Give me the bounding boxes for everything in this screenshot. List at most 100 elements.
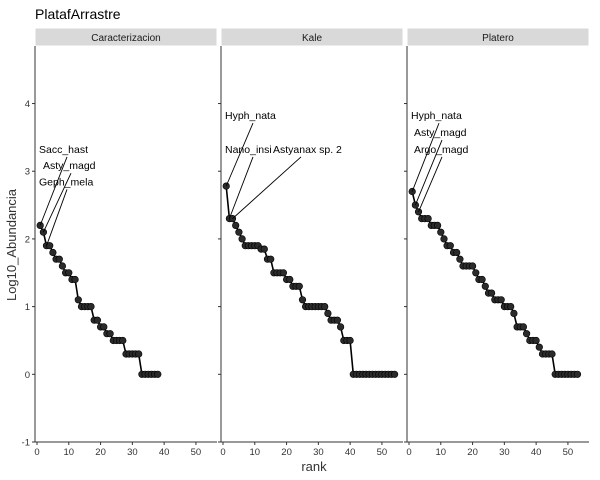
label-leader-line bbox=[232, 156, 302, 219]
point-label: Asty_magd bbox=[414, 127, 467, 139]
data-point bbox=[469, 262, 477, 270]
data-point bbox=[106, 330, 114, 338]
x-tick-label: 40 bbox=[531, 447, 542, 458]
facet-strip-label: Kale bbox=[302, 33, 322, 44]
facet-strip bbox=[406, 27, 590, 47]
data-point bbox=[321, 303, 329, 311]
label-leader-line bbox=[411, 122, 440, 192]
data-point bbox=[39, 228, 48, 236]
label-leader-line bbox=[418, 156, 443, 213]
data-point bbox=[286, 275, 294, 284]
facet-strip bbox=[220, 27, 404, 47]
y-tick-label: -1 bbox=[22, 438, 30, 449]
data-point bbox=[154, 370, 162, 378]
x-tick-label: 20 bbox=[281, 447, 292, 458]
x-tick-label: 0 bbox=[406, 447, 411, 458]
point-label: Geph_mela bbox=[39, 176, 93, 188]
point-label: Asty_magd bbox=[43, 160, 96, 172]
data-point bbox=[36, 221, 44, 229]
data-point bbox=[337, 323, 345, 331]
y-tick-label: 3 bbox=[25, 167, 30, 178]
data-point bbox=[519, 323, 528, 331]
y-axis-title: Log10_Abundancia bbox=[4, 188, 19, 301]
data-point bbox=[279, 269, 288, 277]
data-point bbox=[472, 269, 480, 277]
x-tick-label: 50 bbox=[377, 447, 388, 458]
data-point bbox=[481, 282, 489, 290]
x-tick-label: 10 bbox=[435, 447, 446, 458]
data-point bbox=[93, 316, 101, 324]
data-point bbox=[446, 242, 454, 250]
x-tick-label: 30 bbox=[313, 447, 324, 458]
data-point bbox=[135, 350, 143, 358]
x-tick-label: 30 bbox=[499, 447, 510, 458]
data-point bbox=[346, 336, 354, 345]
facet-panel-kale: Kale 0 10 20 30 40 50 Hyph_nata Nano_insi Astyana… bbox=[218, 27, 404, 458]
data-point bbox=[55, 255, 63, 263]
data-point bbox=[497, 296, 505, 304]
data-point bbox=[456, 255, 464, 263]
label-leader-line bbox=[46, 189, 68, 246]
facet-strip-label: Caracterizacion bbox=[91, 33, 160, 44]
data-point bbox=[49, 248, 57, 257]
label-leader-line bbox=[39, 156, 68, 226]
data-point bbox=[437, 228, 445, 236]
data-point bbox=[333, 316, 342, 324]
y-tick-label: 4 bbox=[25, 99, 30, 110]
series-line bbox=[225, 186, 395, 376]
series-line bbox=[411, 191, 578, 376]
data-point bbox=[548, 350, 556, 358]
x-tick-label: 40 bbox=[159, 447, 170, 458]
data-point bbox=[100, 323, 108, 331]
facet-strip bbox=[34, 27, 218, 47]
data-point bbox=[295, 282, 303, 290]
point-label: Hyph_nata bbox=[225, 110, 276, 122]
data-point bbox=[238, 235, 246, 243]
point-label: Hyph_nata bbox=[411, 110, 462, 122]
data-point bbox=[87, 303, 95, 311]
point-label: Nano_insi bbox=[225, 144, 272, 156]
data-point bbox=[119, 336, 127, 345]
data-point bbox=[260, 245, 268, 253]
x-tick-label: 50 bbox=[563, 447, 574, 458]
x-tick-label: 20 bbox=[467, 447, 478, 458]
label-leader-line bbox=[414, 139, 443, 206]
facet-strip-label: Platero bbox=[482, 33, 514, 44]
chart-title: PlatafArrastre bbox=[35, 6, 121, 22]
data-point bbox=[74, 296, 82, 304]
x-tick-label: 10 bbox=[63, 447, 74, 458]
x-tick-label: 30 bbox=[127, 447, 138, 458]
x-tick-label: 50 bbox=[191, 447, 202, 458]
data-point bbox=[535, 343, 543, 351]
point-label: Astyanax sp. 2 bbox=[273, 144, 342, 156]
data-point bbox=[267, 255, 275, 263]
x-tick-label: 20 bbox=[95, 447, 106, 458]
point-label: Argo_magd bbox=[414, 144, 468, 156]
data-point bbox=[298, 296, 307, 304]
data-point bbox=[488, 289, 496, 297]
x-tick-label: 0 bbox=[34, 447, 39, 458]
data-point bbox=[440, 235, 448, 243]
data-point bbox=[411, 201, 420, 209]
data-point bbox=[391, 370, 399, 378]
label-leader-line bbox=[225, 122, 254, 187]
data-point bbox=[65, 269, 73, 277]
data-point bbox=[424, 215, 432, 223]
data-point bbox=[478, 275, 486, 284]
label-leader-line bbox=[228, 156, 254, 219]
x-tick-label: 0 bbox=[220, 447, 225, 458]
data-point bbox=[235, 228, 243, 236]
label-leader-line bbox=[42, 173, 72, 233]
data-point bbox=[434, 221, 442, 229]
x-tick-label: 40 bbox=[345, 447, 356, 458]
data-point bbox=[453, 248, 461, 257]
data-point bbox=[573, 370, 582, 378]
x-axis-title: rank bbox=[301, 459, 327, 474]
point-label: Sacc_hast bbox=[39, 144, 88, 156]
x-tick-label: 10 bbox=[249, 447, 260, 458]
data-point bbox=[58, 262, 67, 270]
